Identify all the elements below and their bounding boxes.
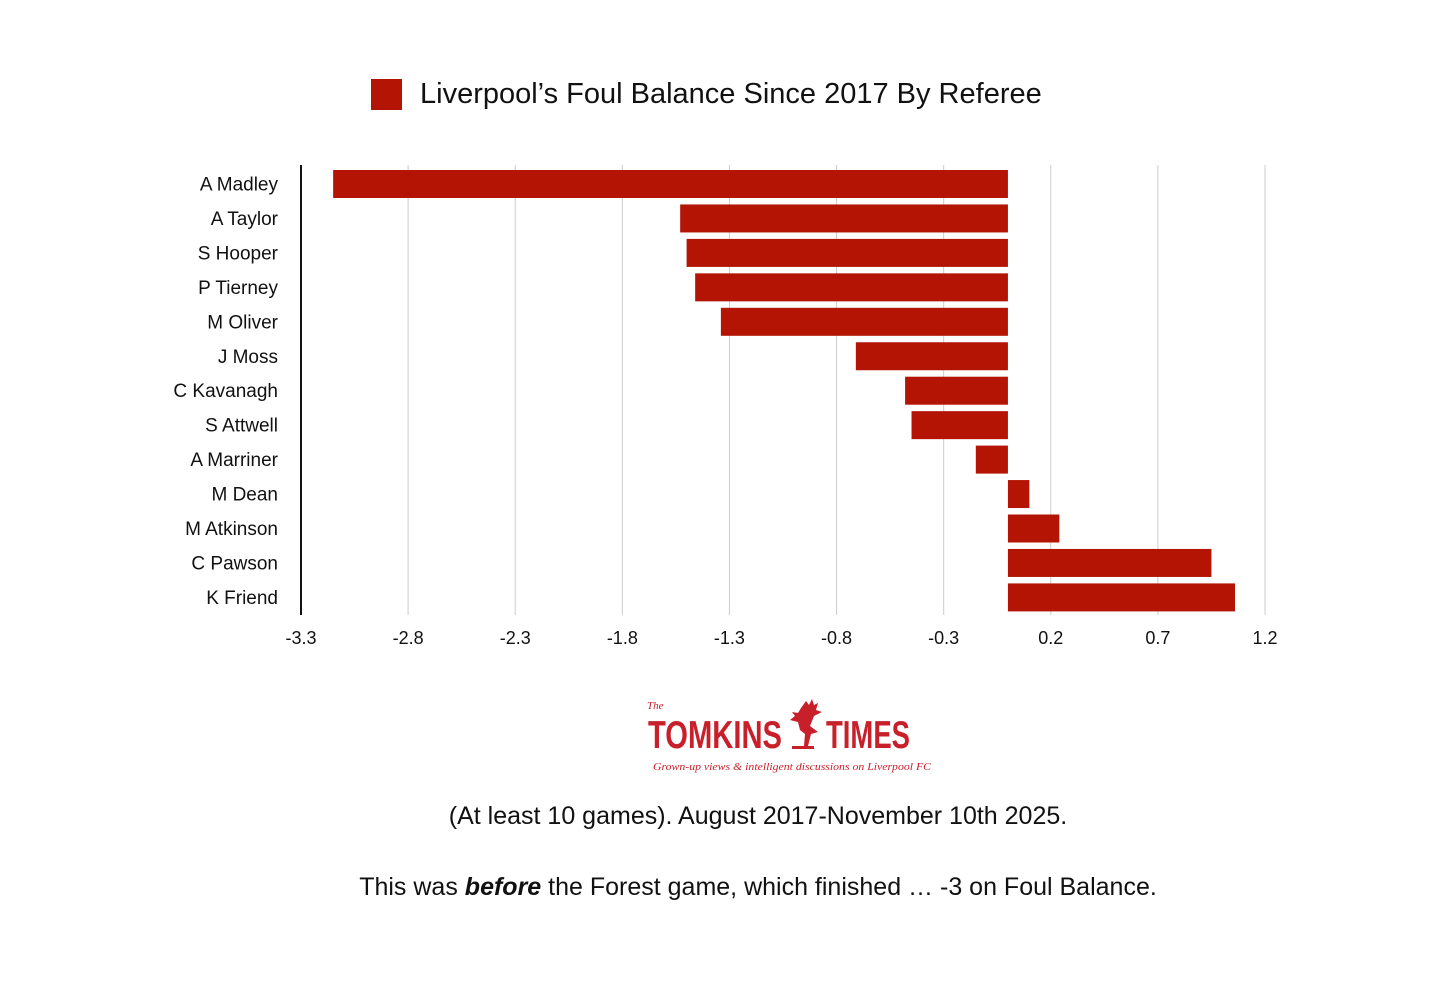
category-label: S Hooper bbox=[198, 243, 279, 264]
category-label: S Attwell bbox=[205, 416, 278, 437]
x-tick-label: -2.3 bbox=[500, 628, 531, 648]
bar bbox=[1007, 514, 1060, 543]
category-label: A Marriner bbox=[190, 450, 278, 471]
bar bbox=[1007, 480, 1030, 509]
x-tick-label: -3.3 bbox=[285, 628, 316, 648]
bar bbox=[1007, 583, 1236, 612]
tomkins-times-logo: The TOMKINS TIMES Grown-up views & intel… bbox=[647, 699, 932, 773]
bar bbox=[695, 273, 1008, 302]
chart-title: Liverpool’s Foul Balance Since 2017 By R… bbox=[420, 77, 1042, 110]
logo-name-right: TIMES bbox=[826, 714, 910, 757]
category-label: A Taylor bbox=[211, 209, 279, 230]
note-forest-end: the Forest game, which finished … -3 on … bbox=[541, 873, 1157, 901]
category-label: K Friend bbox=[206, 588, 278, 609]
category-label: C Kavanagh bbox=[173, 381, 278, 402]
bar bbox=[1007, 548, 1212, 577]
x-tick-label: 1.2 bbox=[1252, 628, 1277, 648]
category-label: M Atkinson bbox=[185, 519, 278, 540]
note-forest: This was before the Forest game, which f… bbox=[0, 873, 1456, 902]
bar bbox=[911, 411, 1008, 440]
category-label: M Dean bbox=[211, 485, 278, 506]
bar bbox=[905, 376, 1008, 405]
note-forest-emphasis: before bbox=[464, 873, 542, 901]
category-label: J Moss bbox=[218, 347, 278, 368]
x-tick-label: 0.7 bbox=[1145, 628, 1170, 648]
legend-swatch bbox=[371, 78, 402, 110]
note-games: (At least 10 games). August 2017-Novembe… bbox=[448, 802, 1068, 830]
note-forest-start: This was bbox=[359, 873, 465, 901]
bar bbox=[686, 238, 1008, 267]
bar bbox=[855, 342, 1008, 371]
x-tick-label: -0.3 bbox=[928, 628, 959, 648]
category-label: P Tierney bbox=[198, 278, 278, 299]
chart-legend: Liverpool’s Foul Balance Since 2017 By R… bbox=[371, 76, 1042, 112]
bar bbox=[975, 445, 1008, 474]
category-label: A Madley bbox=[200, 175, 279, 196]
bar bbox=[333, 170, 1008, 198]
x-tick-label: -0.8 bbox=[821, 628, 852, 648]
x-tick-label: -2.8 bbox=[393, 628, 424, 648]
category-label: C Pawson bbox=[191, 553, 278, 574]
bar bbox=[720, 307, 1008, 336]
x-tick-label: 0.2 bbox=[1038, 628, 1063, 648]
bar-chart: -3.3 -2.8 -2.3 -1.8 -1.3 -0.8 -0.3 0.2 0.7 1.2 A M… bbox=[173, 165, 1278, 648]
liverbird-icon bbox=[790, 699, 822, 749]
x-tick-label: -1.3 bbox=[714, 628, 745, 648]
x-tick-label: -1.8 bbox=[607, 628, 638, 648]
logo-the-text: The bbox=[647, 700, 664, 712]
logo-name-left: TOMKINS bbox=[648, 714, 782, 757]
bar bbox=[680, 204, 1008, 233]
logo-tagline: Grown-up views & intelligent discussions… bbox=[653, 762, 932, 773]
category-label: M Oliver bbox=[207, 312, 278, 333]
